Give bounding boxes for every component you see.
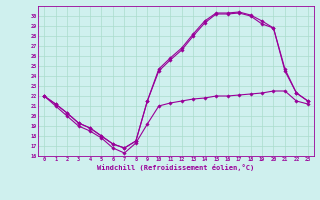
- X-axis label: Windchill (Refroidissement éolien,°C): Windchill (Refroidissement éolien,°C): [97, 164, 255, 171]
